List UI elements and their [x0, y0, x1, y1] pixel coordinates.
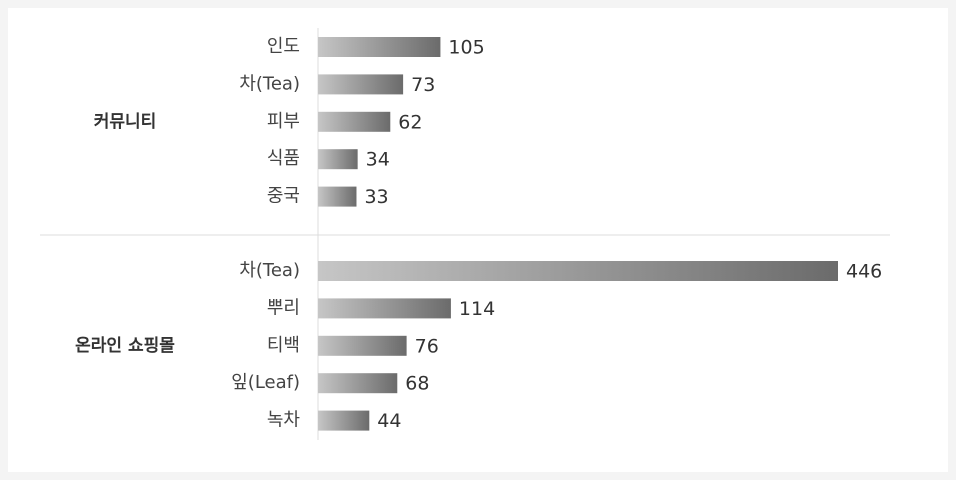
- category-label: 차(Tea): [239, 260, 300, 281]
- bar: [318, 111, 391, 132]
- bar: [318, 37, 441, 57]
- value-label: 33: [364, 186, 388, 208]
- category-label: 인도: [267, 36, 300, 57]
- category-label: 잎(Leaf): [231, 372, 300, 393]
- bar: [318, 186, 357, 207]
- category-label: 식품: [267, 148, 300, 169]
- value-label: 76: [415, 335, 439, 357]
- bar: [318, 261, 838, 281]
- bar: [318, 373, 398, 394]
- category-label: 티백: [267, 335, 300, 356]
- value-label: 62: [398, 111, 422, 133]
- category-label: 중국: [267, 186, 300, 207]
- category-label: 차(Tea): [239, 73, 300, 94]
- category-label: 녹차: [267, 410, 301, 431]
- bar: [318, 149, 358, 170]
- bar: [318, 410, 370, 431]
- category-label: 뿌리: [267, 297, 300, 318]
- bar: [318, 298, 451, 319]
- value-label: 34: [366, 149, 390, 171]
- value-label: 114: [459, 298, 495, 320]
- category-label: 피부: [267, 111, 300, 132]
- bar: [318, 335, 407, 356]
- bar: [318, 74, 404, 95]
- value-label: 44: [377, 410, 401, 432]
- group-label: 커뮤니티: [94, 112, 157, 132]
- panel: [8, 8, 948, 472]
- group-label: 온라인 쇼핑몰: [75, 336, 175, 356]
- value-label: 446: [846, 261, 882, 283]
- value-label: 105: [448, 37, 484, 59]
- value-label: 73: [411, 74, 435, 96]
- value-label: 68: [405, 373, 429, 395]
